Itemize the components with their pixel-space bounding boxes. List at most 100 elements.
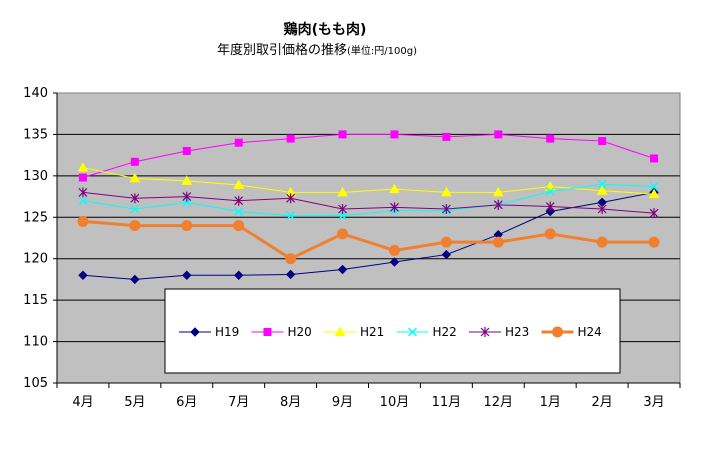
- legend-marker-h22: [408, 327, 417, 337]
- y-tick-label-125: 125: [23, 210, 48, 225]
- x-tick-label-0: 4月: [72, 395, 93, 410]
- legend-item-h21: H21: [324, 325, 384, 339]
- point-h20-6: [390, 130, 399, 139]
- point-h21-2: [181, 175, 193, 185]
- x-tick-label-2: 6月: [176, 395, 197, 410]
- point-h20-11: [650, 154, 659, 163]
- chart-subtitle-unit: (単位:円/100g): [347, 44, 417, 57]
- point-h19-7: [441, 249, 452, 260]
- point-h24-4: [285, 253, 297, 265]
- legend-marker-h23: [480, 327, 490, 337]
- point-h19-2: [182, 270, 192, 280]
- series-h19: [78, 187, 659, 285]
- point-h22-1: [130, 204, 140, 214]
- chart-subtitle-main: 年度別取引価格の推移: [217, 42, 347, 58]
- point-h23-3: [234, 195, 244, 206]
- point-h23-10: [597, 204, 607, 214]
- legend-label-h22: H22: [433, 325, 457, 339]
- point-h19-5: [337, 264, 348, 275]
- legend-label-h21: H21: [360, 325, 384, 339]
- point-h20-0: [78, 173, 87, 182]
- legend-item-h22: H22: [396, 325, 457, 339]
- legend-item-h20: H20: [251, 325, 312, 339]
- point-h21-7: [441, 186, 452, 197]
- legend-item-h23: H23: [469, 325, 529, 339]
- x-tick-label-7: 11月: [432, 395, 462, 410]
- point-h22-11: [649, 182, 659, 192]
- y-tick-label-135: 135: [23, 127, 48, 142]
- point-h24-7: [440, 236, 452, 248]
- series-h24: [77, 215, 660, 265]
- point-h22-3: [234, 207, 244, 216]
- axes: 105 110 115 120 125 130 135 140 4月 5月 6月 7月 8月 9月 10月 1…: [23, 86, 681, 410]
- point-h22-10: [597, 179, 607, 189]
- point-h23-1: [130, 193, 140, 204]
- series-h23: [78, 187, 659, 219]
- point-h20-3: [234, 138, 243, 147]
- x-tick-label-9: 1月: [540, 395, 561, 410]
- point-h21-11: [648, 188, 660, 199]
- x-tick-label-3: 7月: [228, 395, 249, 410]
- series-line-h22: [82, 183, 655, 217]
- legend-label-h24: H24: [578, 325, 602, 339]
- point-h21-5: [337, 186, 348, 197]
- legend-marker-h20: [263, 328, 272, 336]
- point-h20-8: [494, 130, 503, 139]
- point-h22-9: [545, 187, 555, 197]
- point-h23-8: [493, 199, 503, 210]
- point-h22-0: [78, 196, 88, 206]
- legend-marker-h24: [552, 326, 563, 338]
- x-tick-label-10: 2月: [591, 395, 612, 410]
- point-h20-1: [130, 157, 139, 166]
- x-tick-label-11: 3月: [643, 395, 664, 410]
- series-line-h20: [82, 133, 655, 178]
- legend-marker-h19: [190, 327, 200, 337]
- point-h21-6: [389, 183, 400, 194]
- point-h24-2: [181, 220, 193, 232]
- y-tick-label-105: 105: [23, 376, 48, 391]
- legend: H19 H20 H21 H22 H23 H24: [164, 288, 621, 374]
- point-h23-6: [390, 202, 399, 213]
- series-lines: [77, 130, 660, 285]
- point-h24-9: [544, 228, 556, 240]
- legend-item-h19: H19: [179, 325, 239, 339]
- series-h21: [77, 162, 660, 199]
- point-h23-7: [441, 204, 451, 214]
- x-tick-label-4: 8月: [280, 395, 301, 410]
- point-h20-4: [286, 134, 295, 143]
- point-h24-0: [77, 215, 89, 227]
- chart-subtitle: 年度別取引価格の推移(単位:円/100g): [217, 42, 417, 58]
- legend-item-h24: H24: [541, 325, 602, 339]
- legend-marker-h21: [334, 326, 346, 336]
- point-h23-11: [649, 208, 659, 219]
- point-h23-4: [286, 193, 296, 204]
- point-h24-5: [337, 228, 349, 240]
- y-tick-label-110: 110: [23, 335, 48, 350]
- point-h22-5: [338, 211, 348, 221]
- x-tick-label-6: 10月: [380, 395, 410, 410]
- series-line-h24: [82, 219, 655, 261]
- point-h19-4: [285, 269, 296, 280]
- point-h22-4: [286, 211, 296, 221]
- point-h21-10: [596, 185, 608, 195]
- point-h23-5: [338, 204, 347, 214]
- point-h24-10: [596, 236, 608, 248]
- point-h19-3: [234, 270, 244, 280]
- point-h23-9: [545, 201, 555, 212]
- point-h21-9: [544, 181, 556, 191]
- y-tick-label-120: 120: [23, 252, 48, 267]
- point-h24-1: [129, 220, 141, 232]
- series-line-h21: [82, 167, 655, 195]
- point-h24-11: [648, 236, 660, 248]
- point-h24-8: [492, 236, 504, 248]
- point-h21-3: [233, 179, 245, 189]
- series-h20: [78, 130, 659, 182]
- legend-label-h20: H20: [288, 325, 312, 339]
- x-tick-label-5: 9月: [332, 395, 353, 410]
- point-h20-2: [182, 147, 191, 155]
- point-h19-0: [78, 270, 88, 280]
- point-h21-8: [492, 186, 504, 197]
- point-h20-5: [338, 130, 347, 139]
- chart-title: 鶏肉(もも肉): [284, 21, 367, 38]
